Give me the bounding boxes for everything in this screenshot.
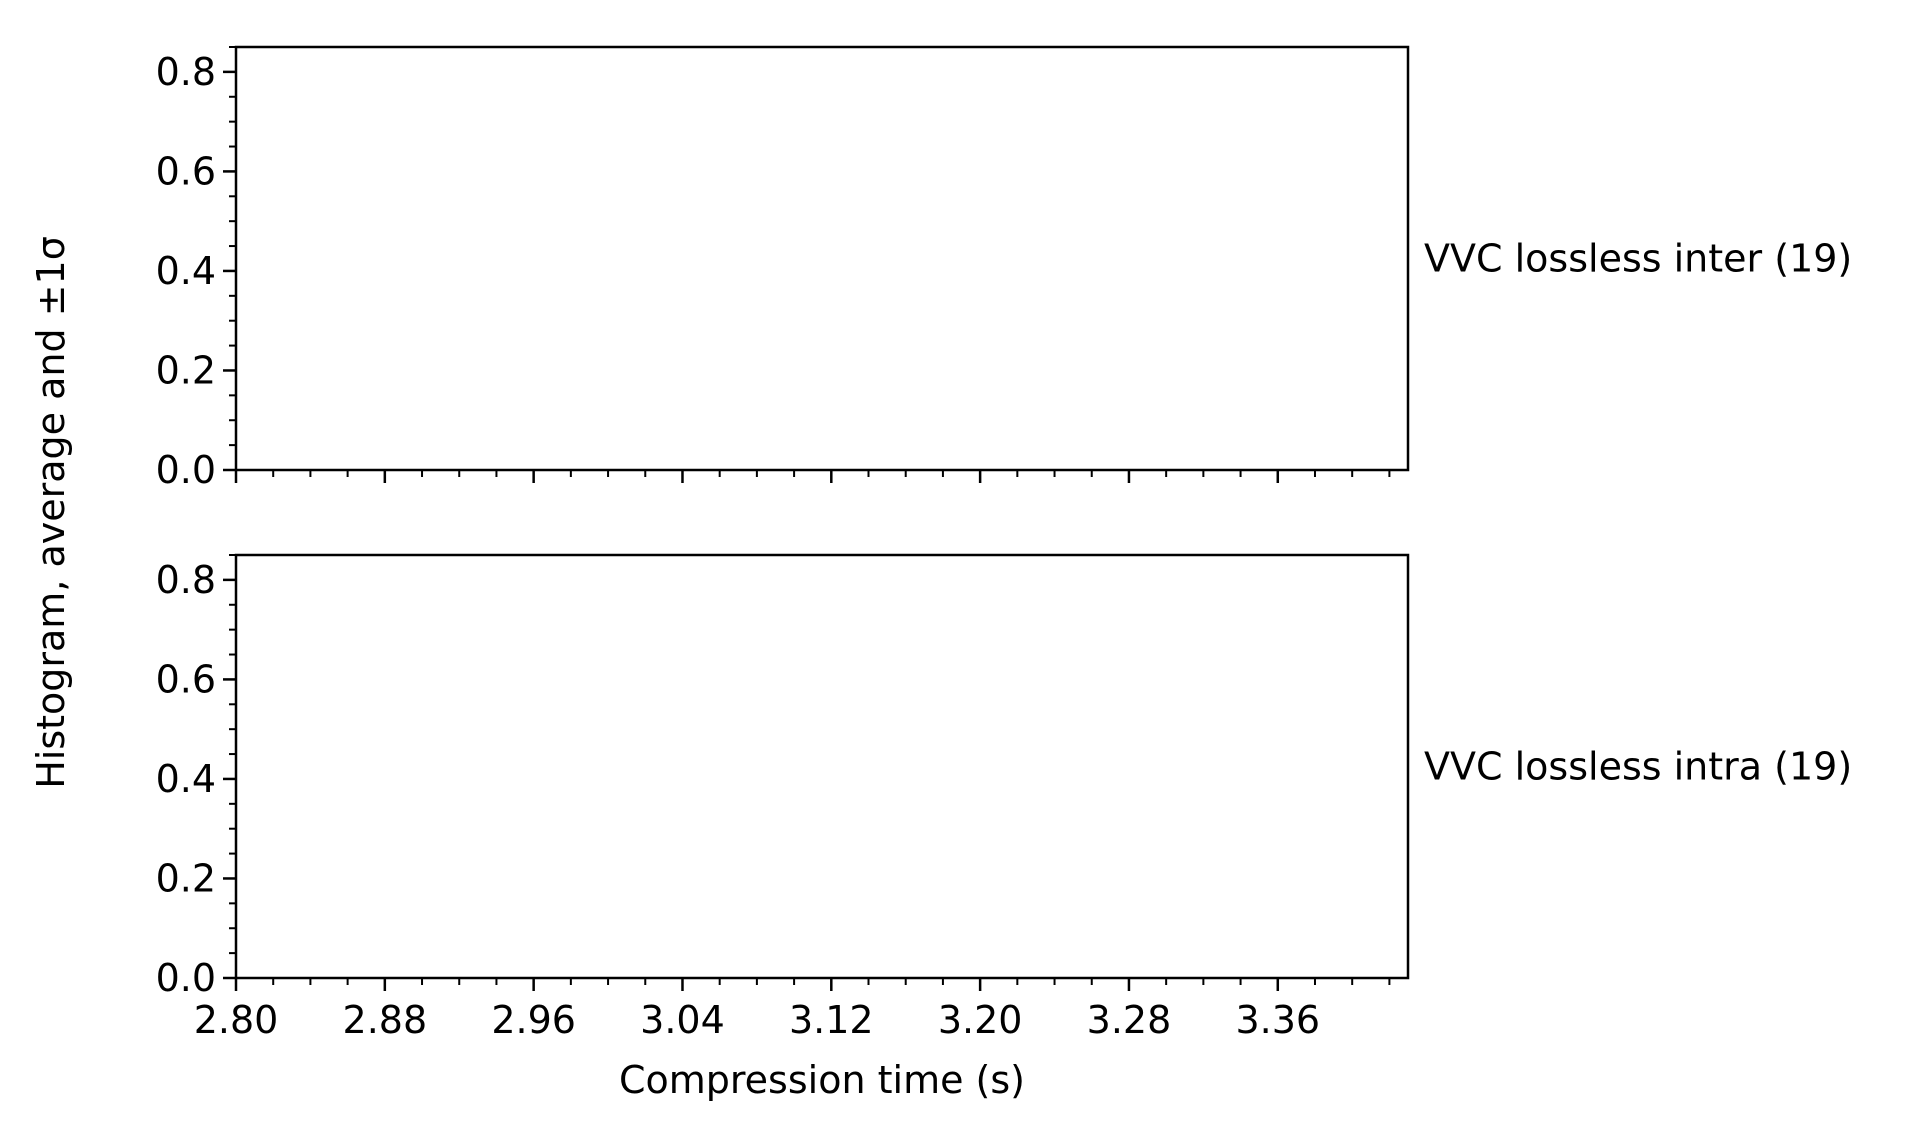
y-tick-label: 0.0 [156, 956, 216, 1000]
y-axis-ticks-intra: 0.0 0.2 0.4 0.6 0.8 [156, 554, 236, 1000]
y-tick-label: 0.6 [156, 657, 216, 701]
x-axis-ticks-inter [234, 470, 1391, 483]
x-tick-label: 2.80 [194, 998, 279, 1042]
x-axis-ticks-intra: 2.80 2.88 2.96 3.04 3.12 3.20 3.28 3.36 [194, 978, 1391, 1042]
y-tick-label: 0.2 [156, 856, 216, 900]
x-tick-label: 3.20 [938, 998, 1023, 1042]
panel-label-intra: VVC lossless intra (19) [1424, 745, 1852, 789]
x-tick-label: 3.36 [1235, 998, 1320, 1042]
x-tick-label: 2.88 [343, 998, 428, 1042]
y-tick-label: 0.8 [156, 50, 216, 94]
x-tick-label: 3.04 [640, 998, 725, 1042]
x-axis-title: Compression time (s) [619, 1058, 1025, 1102]
y-tick-label: 0.2 [156, 348, 216, 392]
x-tick-label: 3.28 [1087, 998, 1172, 1042]
y-axis-title: Histogram, average and ±1σ [29, 236, 73, 789]
y-tick-label: 0.4 [156, 757, 216, 801]
y-tick-label: 0.6 [156, 149, 216, 193]
y-axis-ticks-inter: 0.0 0.2 0.4 0.6 0.8 [156, 46, 236, 492]
plot-frame-intra [234, 553, 1410, 980]
y-tick-label: 0.8 [156, 558, 216, 602]
panel-label-inter: VVC lossless inter (19) [1424, 237, 1852, 281]
y-tick-label: 0.4 [156, 249, 216, 293]
panel-vvc-lossless-inter: 0.0 0.2 0.4 0.6 0.8 VVC lossless inter (19) [156, 45, 1852, 492]
x-tick-label: 3.12 [789, 998, 874, 1042]
x-tick-label: 2.96 [491, 998, 576, 1042]
y-tick-label: 0.0 [156, 448, 216, 492]
panel-vvc-lossless-intra: 0.0 0.2 0.4 0.6 0.8 2.80 2.88 2.96 3.04 3.12 3.20… [156, 553, 1852, 1042]
plot-frame-inter [234, 45, 1410, 472]
